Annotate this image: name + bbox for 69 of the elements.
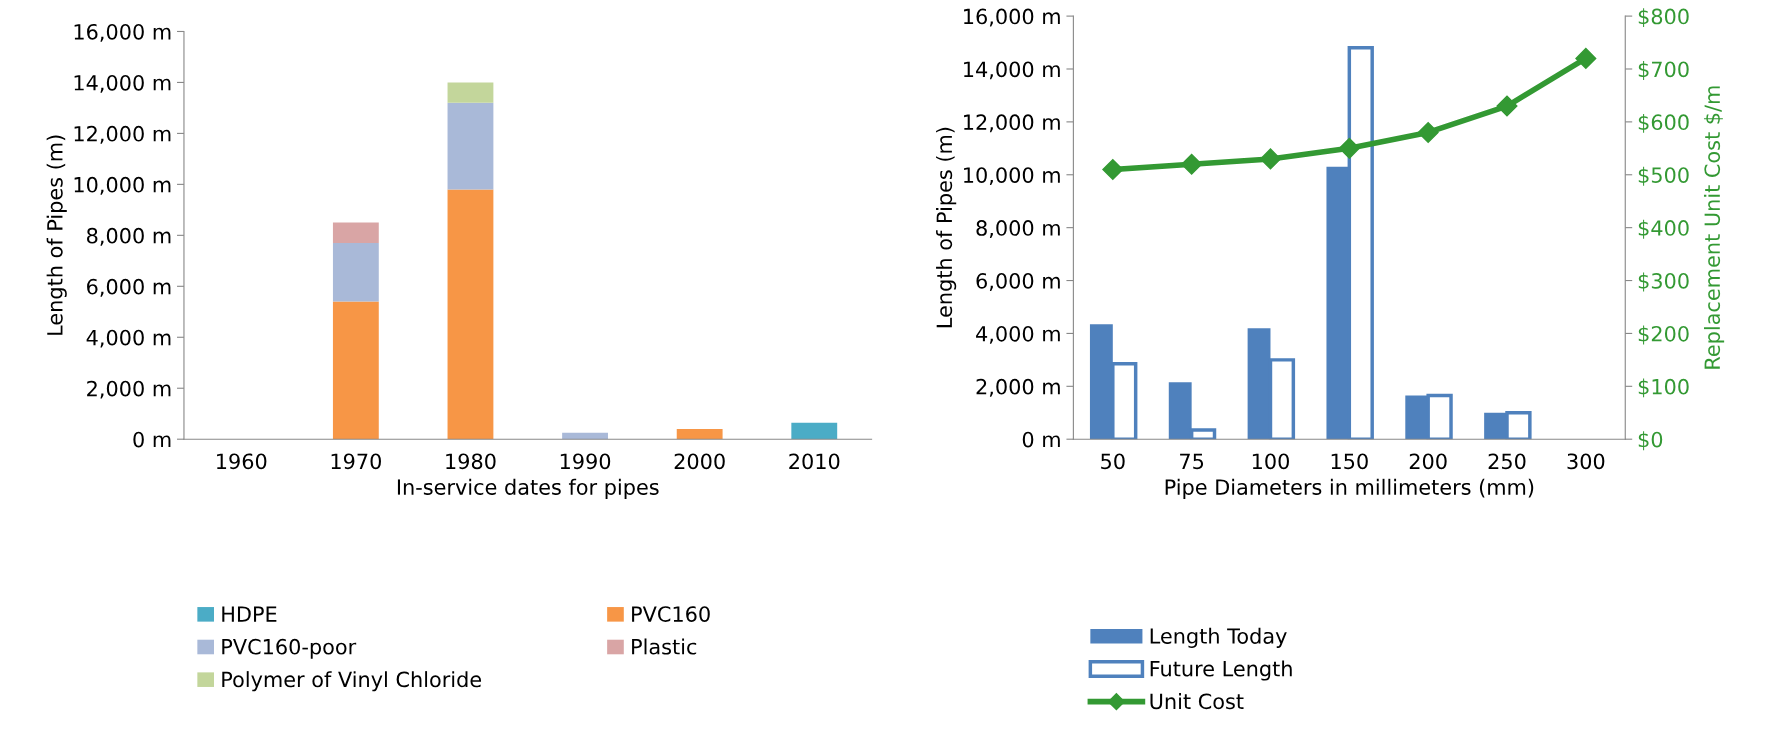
x-tick-label: 1980: [446, 453, 496, 470]
point: [1338, 137, 1360, 159]
bar: [332, 242, 379, 302]
y-tick-label: 10,000 m: [74, 176, 171, 195]
y-tick-label: 0 m: [133, 431, 171, 448]
legend-label: Plastic: [632, 638, 697, 655]
x-tick-label: 1990: [560, 453, 611, 470]
y-axis-title: Length of Pipes (m): [936, 127, 957, 328]
x-tick-label: 50: [1101, 453, 1125, 470]
bar: [447, 102, 494, 190]
point: [1181, 153, 1203, 175]
x-tick-label: 1970: [331, 453, 381, 470]
y2-tick-label: $700: [1638, 61, 1689, 80]
y-tick-label: 16,000 m: [74, 23, 171, 42]
x-tick-label: 2000: [674, 453, 725, 470]
y2-tick-label: $0: [1638, 431, 1663, 451]
x-axis-title: Pipe Diameters in millimeters (mm): [1165, 478, 1534, 499]
bar: [791, 422, 838, 440]
point: [1102, 158, 1124, 180]
y-tick-label: 14,000 m: [74, 74, 171, 93]
y-tick-label: 6,000 m: [87, 278, 171, 297]
legend-label: Unit Cost: [1150, 693, 1244, 710]
y2-axis-title: Replacement Unit Cost $/m: [1703, 86, 1725, 369]
y-tick-label: 6,000 m: [976, 272, 1060, 291]
legend-label: Polymer of Vinyl Chloride: [222, 671, 482, 692]
x-axis-title: In-service dates for pipes: [397, 478, 659, 499]
y2-tick-label: $300: [1638, 272, 1689, 292]
y-tick-label: 12,000 m: [964, 114, 1060, 133]
bar: [332, 301, 379, 440]
bar: [447, 189, 494, 440]
x-tick-label: 250: [1488, 453, 1526, 470]
y-tick-label: 4,000 m: [976, 325, 1060, 344]
x-tick-label: 2010: [789, 453, 840, 470]
bar: [447, 82, 494, 103]
y-tick-label: 12,000 m: [74, 125, 171, 144]
point: [1496, 95, 1518, 117]
point: [1259, 148, 1281, 170]
x-tick-label: 1960: [217, 453, 267, 470]
legend-label: PVC160: [632, 606, 710, 622]
x-tick-label: 150: [1331, 453, 1368, 470]
y-tick-label: 8,000 m: [976, 220, 1060, 238]
y2-tick-label: $800: [1638, 8, 1689, 28]
y-tick-label: 14,000 m: [964, 61, 1060, 80]
y-axis-title: Length of Pipes (m): [46, 135, 67, 335]
bar: [676, 429, 723, 440]
y-tick-label: 2,000 m: [976, 378, 1060, 397]
y-tick-label: 4,000 m: [86, 329, 171, 348]
bar: [332, 222, 379, 243]
y-tick-label: 8,000 m: [87, 227, 171, 246]
legend-label: Length Today: [1150, 627, 1287, 648]
bar: [562, 432, 608, 440]
y2-tick-label: $100: [1638, 378, 1689, 398]
x-tick-label: 75: [1180, 453, 1204, 470]
y-tick-label: 10,000 m: [964, 167, 1060, 186]
y-tick-label: 16,000 m: [964, 8, 1060, 27]
legend-label: Future Length: [1150, 660, 1292, 681]
legend-label: HDPE: [222, 606, 277, 622]
x-tick-label: 300: [1567, 453, 1605, 470]
point: [1575, 47, 1597, 69]
point: [1417, 121, 1439, 143]
y-tick-label: 0 m: [1022, 431, 1060, 448]
y-tick-label: 2,000 m: [87, 380, 171, 399]
y2-tick-label: $500: [1638, 166, 1689, 186]
x-tick-label: 100: [1252, 453, 1289, 470]
y2-tick-label: $600: [1638, 113, 1689, 133]
y2-tick-label: $400: [1638, 219, 1689, 239]
legend-label: PVC160-poor: [222, 638, 357, 659]
y2-tick-label: $200: [1638, 325, 1689, 345]
x-tick-label: 200: [1409, 453, 1447, 470]
